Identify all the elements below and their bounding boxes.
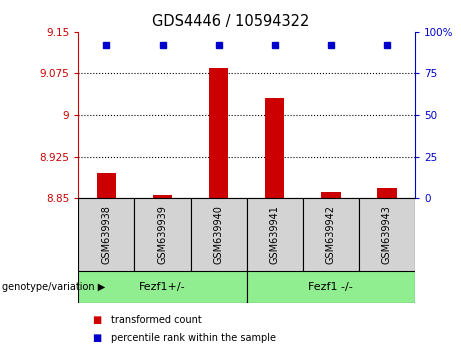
Text: GSM639942: GSM639942 bbox=[326, 205, 336, 264]
Bar bbox=[190, 198, 247, 271]
Text: GSM639939: GSM639939 bbox=[158, 205, 167, 264]
Text: GSM639938: GSM639938 bbox=[101, 205, 112, 264]
Bar bbox=[209, 68, 228, 198]
Bar bbox=[247, 271, 415, 303]
Text: ■: ■ bbox=[92, 315, 101, 325]
Text: GDS4446 / 10594322: GDS4446 / 10594322 bbox=[152, 14, 309, 29]
Text: Fezf1 -/-: Fezf1 -/- bbox=[308, 282, 353, 292]
Bar bbox=[135, 198, 190, 271]
Bar bbox=[97, 173, 116, 198]
Bar bbox=[303, 198, 359, 271]
Bar bbox=[78, 271, 247, 303]
Bar bbox=[321, 192, 341, 198]
Text: GSM639941: GSM639941 bbox=[270, 205, 280, 264]
Bar bbox=[247, 198, 303, 271]
Bar bbox=[78, 198, 135, 271]
Bar bbox=[265, 98, 284, 198]
Text: percentile rank within the sample: percentile rank within the sample bbox=[111, 333, 276, 343]
Text: genotype/variation ▶: genotype/variation ▶ bbox=[2, 282, 106, 292]
Text: ■: ■ bbox=[92, 333, 101, 343]
Bar bbox=[377, 188, 396, 198]
Bar bbox=[359, 198, 415, 271]
Text: GSM639943: GSM639943 bbox=[382, 205, 392, 264]
Bar bbox=[153, 195, 172, 198]
Text: transformed count: transformed count bbox=[111, 315, 201, 325]
Text: Fezf1+/-: Fezf1+/- bbox=[139, 282, 186, 292]
Text: GSM639940: GSM639940 bbox=[213, 205, 224, 264]
